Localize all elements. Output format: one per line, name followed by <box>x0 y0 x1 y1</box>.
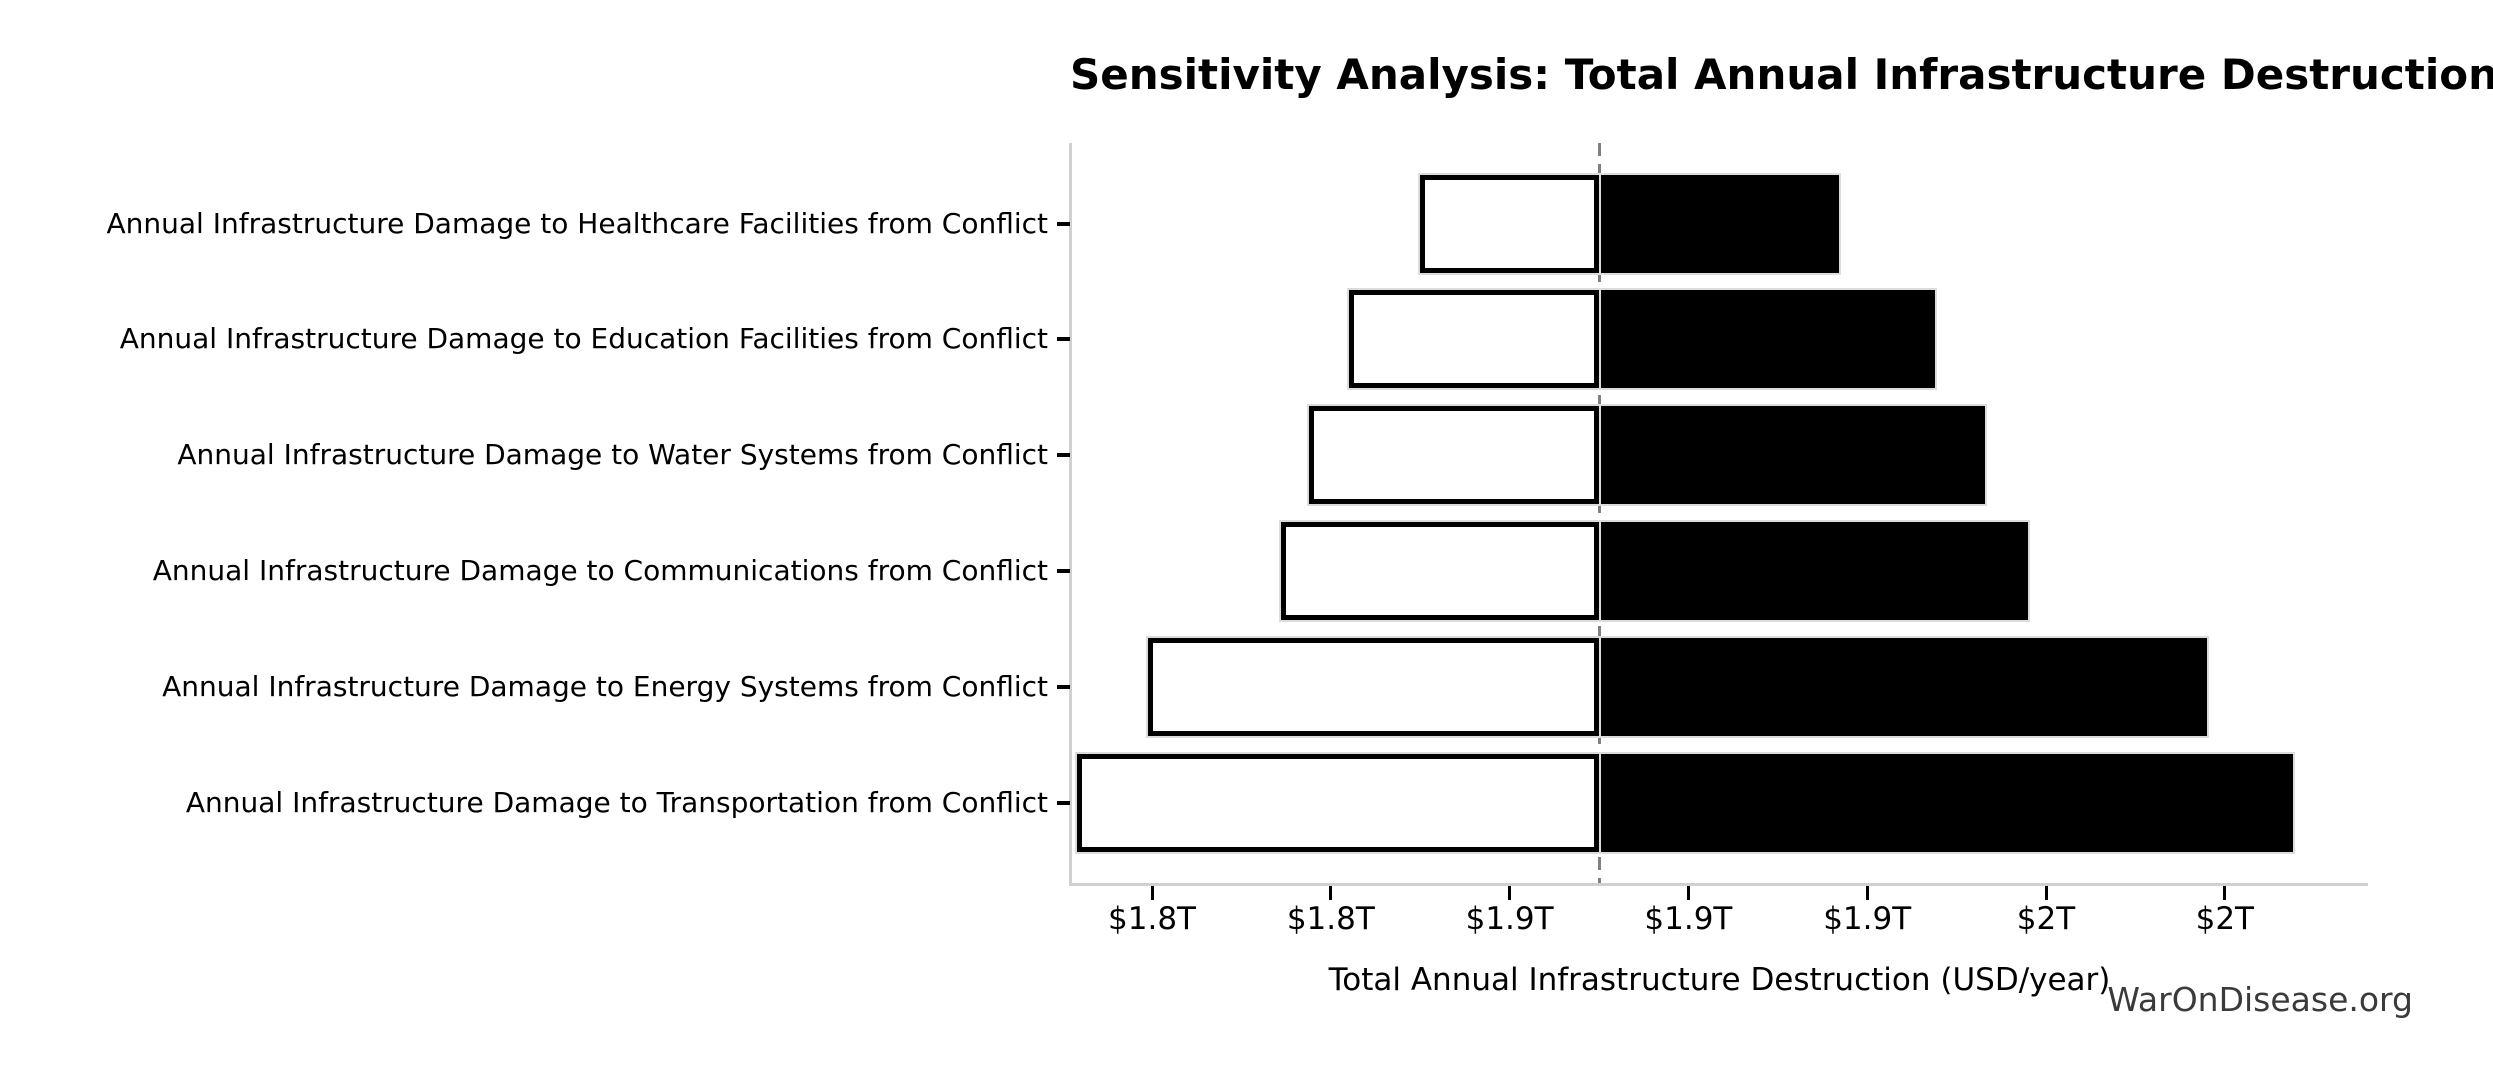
y-axis-tick <box>1057 569 1070 574</box>
x-axis-tick <box>1508 886 1512 900</box>
x-axis-tick <box>1329 886 1333 900</box>
y-axis-spine <box>1069 143 1072 886</box>
bar-low-segment <box>1348 290 1599 389</box>
y-axis-category-label: Annual Infrastructure Damage to Water Sy… <box>177 438 1048 472</box>
y-axis-category-label: Annual Infrastructure Damage to Transpor… <box>185 786 1048 819</box>
x-axis-tick-label: $2T <box>2016 901 2076 937</box>
x-axis-tick <box>2223 886 2227 900</box>
y-axis-category-label: Annual Infrastructure Damage to Healthca… <box>106 206 1049 240</box>
x-axis-tick <box>1686 886 1690 900</box>
bar-high-segment <box>1599 754 2293 852</box>
bar-low-segment <box>1076 754 1599 852</box>
x-axis-tick-label: $1.9T <box>1644 901 1733 937</box>
bar-high-segment <box>1599 290 1936 389</box>
x-axis-tick-label: $1.9T <box>1465 901 1554 937</box>
bar-high-segment <box>1599 638 2207 737</box>
y-axis-category-label: Annual Infrastructure Damage to Educatio… <box>119 322 1048 356</box>
watermark: WarOnDisease.org <box>2107 980 2413 1019</box>
bar-high-segment <box>1599 522 2029 621</box>
x-axis-label: Total Annual Infrastructure Destruction … <box>1328 962 2111 998</box>
x-axis-tick <box>1865 886 1869 900</box>
bar-high-segment <box>1599 406 1986 505</box>
bar-low-segment <box>1420 174 1599 273</box>
bar-low-segment <box>1280 522 1599 621</box>
x-axis-tick <box>1150 886 1154 900</box>
x-axis-tick <box>2044 886 2048 900</box>
chart-title: Sensitivity Analysis: Total Annual Infra… <box>1070 50 2493 99</box>
y-axis-category-label: Annual Infrastructure Damage to Energy S… <box>162 670 1048 704</box>
y-axis-tick <box>1057 337 1070 342</box>
bar-high-segment <box>1599 174 1839 273</box>
x-axis-tick-label: $2T <box>2195 901 2254 937</box>
y-axis-tick <box>1057 801 1070 805</box>
y-axis-tick <box>1057 221 1070 226</box>
x-axis-tick-label: $1.8T <box>1286 901 1375 937</box>
x-axis-tick-label: $1.9T <box>1823 901 1912 937</box>
y-axis-category-label: Annual Infrastructure Damage to Communic… <box>152 554 1048 588</box>
baseline-reference-line <box>1597 143 1601 883</box>
bar-low-segment <box>1148 638 1599 737</box>
bar-low-segment <box>1309 406 1599 505</box>
y-axis-tick <box>1057 685 1070 690</box>
y-axis-tick <box>1057 453 1070 458</box>
x-axis-spine <box>1069 883 2368 886</box>
x-axis-tick-label: $1.8T <box>1108 901 1196 937</box>
